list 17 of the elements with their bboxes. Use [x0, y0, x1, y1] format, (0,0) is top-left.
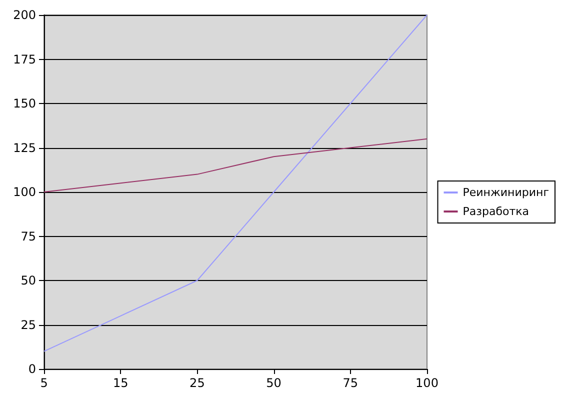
legend-label: Реинжиниринг — [462, 186, 550, 199]
y-tick-label: 25 — [20, 318, 36, 332]
x-tick-label: 75 — [342, 376, 358, 390]
x-tick-label: 50 — [266, 376, 282, 390]
y-tick-label: 50 — [20, 274, 36, 288]
y-tick-label: 175 — [13, 52, 36, 66]
x-tick-label: 100 — [416, 376, 438, 390]
y-tick-label: 100 — [13, 185, 36, 199]
y-tick-label: 75 — [20, 229, 36, 244]
x-tick-label: 25 — [190, 376, 205, 390]
y-tick-label: 150 — [13, 96, 36, 110]
legend-label: Разработка — [462, 205, 530, 218]
x-tick-label: 5 — [40, 376, 48, 390]
x-tick-label: 15 — [112, 376, 128, 390]
y-tick-label: 200 — [13, 8, 36, 22]
y-tick-label: 125 — [13, 140, 36, 155]
y-tick-label: 0 — [28, 362, 36, 376]
